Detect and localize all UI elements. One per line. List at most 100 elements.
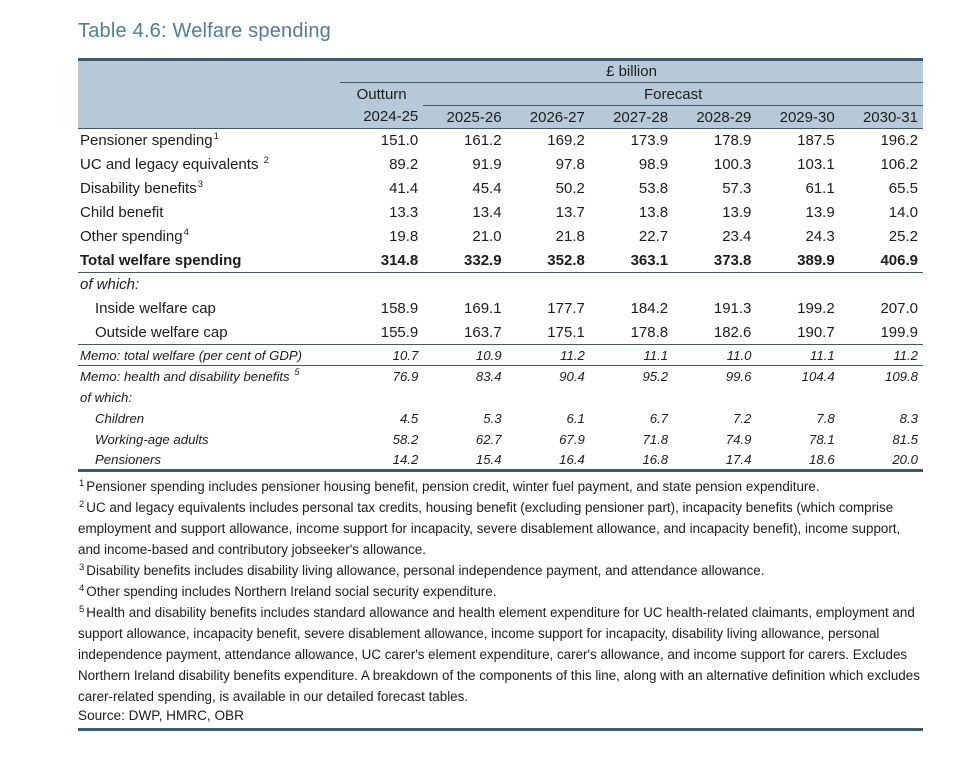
value-cell [507, 273, 590, 297]
table-title: Table 4.6: Welfare spending [78, 20, 331, 42]
value-cell: 207.0 [880, 300, 918, 317]
value-cell [507, 387, 590, 408]
value-cell: 169.1 [464, 300, 502, 317]
value-cell: 13.8 [638, 204, 669, 221]
value-cell: 11.1 [589, 344, 674, 366]
year-header: 2027-28 [589, 105, 674, 129]
table-row: Pensioners 14.2 15.4 16.4 16.8 17.4 18.6 20.0 [78, 449, 923, 472]
value-cell: 99.6 [725, 368, 752, 384]
outturn-forecast-row: Outturn Forecast [78, 82, 923, 106]
value-cell: 13.4 [472, 204, 502, 221]
value-cell: 83.4 [475, 368, 502, 384]
value-cell: 61.1 [805, 180, 835, 197]
table-row: Memo: total welfare (per cent of GDP) 10.… [78, 344, 923, 366]
value-cell: 100.3 [713, 156, 752, 173]
value-cell [756, 387, 839, 408]
value-cell: 155.9 [340, 320, 424, 345]
value-cell: 22.7 [638, 228, 669, 245]
years-row: 2024-25 2025-26 2026-27 2027-28 2028-29 2029-… [78, 105, 923, 129]
footnote-number: 5 [79, 603, 85, 615]
source-line: Source: DWP, HMRC, OBR [78, 707, 923, 731]
value-cell: 106.2 [880, 156, 918, 173]
value-cell: 314.8 [340, 248, 424, 273]
footnote: 4 Other spending includes Northern Irelan… [79, 582, 497, 599]
value-cell: 6.1 [566, 410, 585, 426]
value-cell: 14.0 [888, 204, 918, 221]
outturn-header: Outturn [340, 82, 424, 106]
value-cell [756, 273, 839, 297]
value-cell: 16.4 [506, 449, 590, 472]
value-cell: 18.6 [756, 449, 840, 472]
value-cell [673, 273, 756, 297]
value-cell: 81.5 [892, 431, 918, 447]
footnote-marker: 4 [183, 227, 189, 238]
table-row: Disability benefits3 41.4 45.4 50.2 53.8 57.3… [78, 177, 923, 201]
table-row: Working-age adults 58.2 62.7 67.9 71.8 74.9 78… [78, 429, 923, 450]
value-cell: 175.1 [506, 320, 590, 345]
unit-header: £ billion [340, 59, 923, 83]
row-label: of which: [80, 389, 133, 405]
row-label: Working-age adults [95, 431, 209, 447]
row-label: Other spending4 [80, 227, 189, 245]
value-cell: 178.9 [713, 132, 752, 150]
value-cell [673, 387, 756, 408]
value-cell: 199.9 [839, 320, 923, 345]
table-row: Pensioner spending1 151.0 161.2 169.2 173.9 1… [78, 129, 923, 153]
value-cell: 25.2 [888, 228, 918, 245]
value-cell: 91.9 [472, 156, 502, 173]
value-cell [840, 273, 923, 297]
value-cell [423, 273, 506, 297]
value-cell [340, 387, 423, 408]
table-row: Children 4.5 5.3 6.1 6.7 7.2 7.8 8.3 [78, 408, 923, 429]
value-cell: 95.2 [642, 368, 669, 384]
year-header: 2026-27 [506, 105, 590, 129]
footnote: 3 Disability benefits includes disability… [79, 561, 765, 578]
table-header: £ billion Outturn Forecast 2024-25 2025-2… [78, 59, 923, 129]
table-row: Inside welfare cap 158.9 169.1 177.7 184.2 19… [78, 297, 923, 321]
footnote-marker: 2 [263, 155, 269, 166]
value-cell: 57.3 [722, 180, 752, 197]
row-label: Total welfare spending [78, 248, 340, 273]
value-cell: 97.8 [555, 156, 585, 173]
table-row: Memo: health and disability benefits 5 76… [78, 366, 923, 387]
row-label: Memo: total welfare (per cent of GDP) [78, 344, 340, 366]
value-cell: 16.8 [589, 449, 674, 472]
footnote: 1 Pensioner spending includes pensioner h… [79, 477, 820, 494]
value-cell: 62.7 [475, 431, 502, 447]
value-cell: 8.3 [899, 410, 918, 426]
footnote-marker: 5 [294, 367, 300, 379]
value-cell: 184.2 [630, 300, 669, 317]
value-cell [840, 387, 923, 408]
row-label: UC and legacy equivalents 2 [80, 155, 269, 173]
value-cell: 177.7 [547, 300, 585, 317]
value-cell: 20.0 [839, 449, 923, 472]
value-cell: 11.1 [756, 344, 840, 366]
value-cell [590, 273, 673, 297]
table-row: of which: [78, 273, 923, 297]
value-cell: 13.9 [722, 204, 752, 221]
row-label: of which: [80, 276, 140, 294]
value-cell: 13.7 [555, 204, 585, 221]
value-cell: 11.2 [506, 344, 590, 366]
value-cell: 50.2 [555, 180, 585, 197]
header-spacer [78, 59, 340, 83]
year-header: 2024-25 [340, 105, 424, 129]
value-cell: 76.9 [392, 368, 419, 384]
value-cell: 45.4 [472, 180, 502, 197]
value-cell: 332.9 [423, 248, 507, 273]
value-cell [590, 387, 673, 408]
value-cell: 104.4 [801, 368, 835, 384]
value-cell: 161.2 [464, 132, 502, 150]
value-cell: 4.5 [399, 410, 419, 426]
value-cell: 191.3 [713, 300, 752, 317]
row-label: Pensioner spending1 [80, 131, 219, 150]
value-cell: 23.4 [722, 228, 752, 245]
header-spacer [78, 82, 340, 106]
value-cell: 151.0 [380, 132, 419, 150]
row-label: Children [95, 410, 145, 426]
value-cell: 53.8 [638, 180, 669, 197]
table-row: of which: [78, 387, 923, 408]
table-row: Outside welfare cap 155.9 163.7 175.1 178.8 1… [78, 320, 923, 345]
value-cell: 98.9 [638, 156, 669, 173]
row-label: Memo: health and disability benefits 5 [80, 367, 300, 384]
